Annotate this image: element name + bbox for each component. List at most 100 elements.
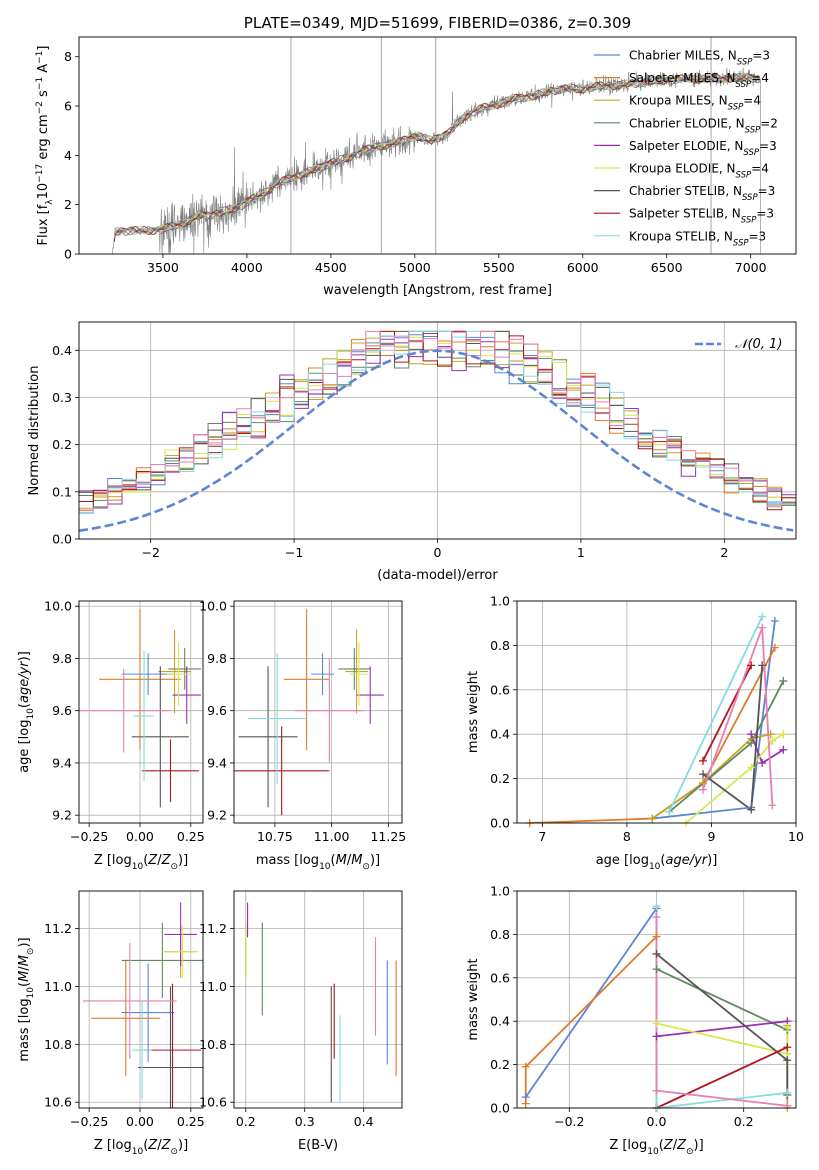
mass-weight-line — [651, 733, 771, 820]
x-axis-label: Z [log10(Z/Z⊙)] — [94, 1138, 188, 1157]
x-tick-label: 0.2 — [236, 1114, 256, 1129]
plus-marker — [768, 736, 777, 745]
x-tick-label: 11.25 — [370, 829, 406, 844]
plot-area-mass_weight_vs_age — [529, 616, 785, 823]
histogram-step — [79, 330, 796, 511]
panel-mass_vs_Z: −0.25 0.00 0.25 10.6 10.8 11.0 11.2 Z [log10(Z/… — [17, 890, 205, 1157]
y-tick-label: 0.3 — [52, 390, 72, 405]
plot-area-age_vs_Z — [79, 608, 201, 808]
y-tick-label: 0.0 — [490, 1101, 510, 1116]
y-tick-label: 0.2 — [490, 1057, 510, 1072]
legend-label: Chabrier STELIB, NSSP=3 — [629, 184, 775, 203]
y-tick-label: 0.0 — [490, 816, 510, 831]
y-tick-label: 11.0 — [199, 979, 227, 994]
y-tick-label: 9.6 — [207, 703, 227, 718]
mass-weight-line — [668, 616, 763, 813]
y-tick-label: 1.0 — [490, 884, 510, 899]
y-tick-label: 0.0 — [52, 532, 72, 547]
plot-area-mass_vs_Z — [83, 902, 203, 1108]
plot-area-mass_vs_ebv — [245, 902, 397, 1103]
model-line — [113, 72, 760, 238]
y-tick-label: 11.0 — [44, 979, 72, 994]
y-tick-label: 0.2 — [52, 437, 72, 452]
panel-age_vs_Z: −0.25 0.00 0.25 9.2 9.4 9.6 9.8 10.0 Z [log10(Z/… — [17, 599, 205, 872]
plus-marker — [770, 616, 779, 625]
axes-frame — [78, 36, 797, 255]
y-tick-label: 9.4 — [52, 755, 72, 770]
plus-marker — [665, 807, 674, 816]
y-axis-label: age [log10(age/yr)] — [17, 651, 36, 773]
panel-mass_weight_vs_age: 7 8 9 10 0.0 0.2 0.4 0.6 0.8 1.0 age [log10(age/yr… — [466, 594, 804, 873]
y-axis-label: mass weight — [466, 958, 481, 1040]
plus-marker — [770, 643, 779, 652]
x-tick-label: 0.4 — [354, 1114, 374, 1129]
y-tick-label: 0.8 — [490, 638, 510, 653]
plus-marker — [783, 1043, 792, 1052]
x-tick-label: 0 — [434, 545, 442, 560]
x-tick-label: 0.2 — [734, 1114, 754, 1129]
plus-marker — [699, 756, 707, 765]
x-tick-label: 6500 — [651, 260, 683, 275]
axes-frame — [78, 321, 797, 540]
y-tick-label: 9.8 — [207, 651, 227, 666]
y-tick-label: 10.0 — [199, 599, 227, 614]
y-tick-label: 10.6 — [199, 1095, 227, 1110]
y-tick-label: 0.4 — [490, 1014, 510, 1029]
mass-weight-line — [656, 1046, 788, 1108]
plot-area-residuals — [79, 330, 796, 533]
y-tick-label: 0.2 — [490, 771, 510, 786]
legend-label: Salpeter STELIB, NSSP=3 — [629, 207, 774, 226]
y-tick-label: 11.2 — [44, 921, 72, 936]
plus-marker — [783, 1056, 792, 1065]
mass-weight-line — [656, 1020, 788, 1038]
x-tick-label: −0.2 — [554, 1114, 584, 1129]
histogram-step — [79, 330, 796, 515]
mass-weight-line — [685, 733, 784, 823]
plus-marker — [766, 730, 775, 739]
y-tick-label: 0.6 — [490, 970, 510, 985]
x-axis-label: wavelength [Angstrom, rest frame] — [323, 283, 552, 298]
plus-marker — [652, 1032, 661, 1041]
chart-title: PLATE=0349, MJD=51699, FIBERID=0386, z=0… — [244, 14, 631, 32]
y-tick-label: 9.6 — [52, 703, 72, 718]
x-tick-label: 7 — [538, 829, 546, 844]
plus-marker — [747, 661, 756, 670]
model-line — [113, 74, 760, 241]
legend-label: Salpeter MILES, NSSP=4 — [629, 71, 769, 90]
axes-frame — [516, 600, 797, 824]
y-tick-label: 10.8 — [199, 1037, 227, 1052]
plus-marker — [652, 932, 661, 941]
plus-marker — [652, 949, 661, 958]
legend-label: Chabrier ELODIE, NSSP=2 — [629, 116, 778, 135]
mass-weight-line — [524, 934, 658, 1108]
x-tick-label: −1 — [285, 545, 303, 560]
y-tick-label: 0 — [64, 247, 72, 262]
axes-frame — [233, 890, 403, 1109]
plus-marker — [758, 612, 767, 621]
plus-marker — [747, 739, 756, 748]
x-tick-label: 0.00 — [126, 829, 154, 844]
x-axis-label: age [log10(age/yr)] — [596, 853, 718, 872]
y-tick-label: 8 — [64, 49, 72, 64]
plus-marker — [779, 745, 788, 754]
mass-weight-line — [524, 905, 658, 1108]
mass-weight-line — [655, 953, 789, 1095]
y-tick-label: 1.0 — [490, 594, 510, 609]
plus-marker — [783, 1088, 792, 1097]
y-tick-label: 11.2 — [199, 921, 227, 936]
plus-marker — [521, 1099, 530, 1108]
x-tick-label: 10 — [788, 829, 804, 844]
x-axis-label: Z [log10(Z/Z⊙)] — [609, 1138, 703, 1157]
histogram-step — [79, 330, 796, 511]
panel-residuals: −2 −1 0 1 2 0.0 0.1 0.2 0.3 0.4 (data-model)/error… — [27, 321, 797, 583]
y-tick-label: 10.6 — [44, 1095, 72, 1110]
y-tick-label: 0.4 — [490, 727, 510, 742]
model-line — [113, 73, 760, 242]
x-tick-label: 9 — [707, 829, 715, 844]
plus-marker — [768, 801, 777, 810]
y-tick-label: 6 — [64, 99, 72, 114]
x-axis-label: mass [log10(M/M⊙)] — [256, 853, 380, 872]
panel-age_vs_mass: 10.75 11.00 11.25 9.2 9.4 9.6 9.8 10.0 mass [log… — [199, 599, 406, 872]
x-tick-label: 0.25 — [177, 829, 205, 844]
x-axis-label: Z [log10(Z/Z⊙)] — [94, 853, 188, 872]
